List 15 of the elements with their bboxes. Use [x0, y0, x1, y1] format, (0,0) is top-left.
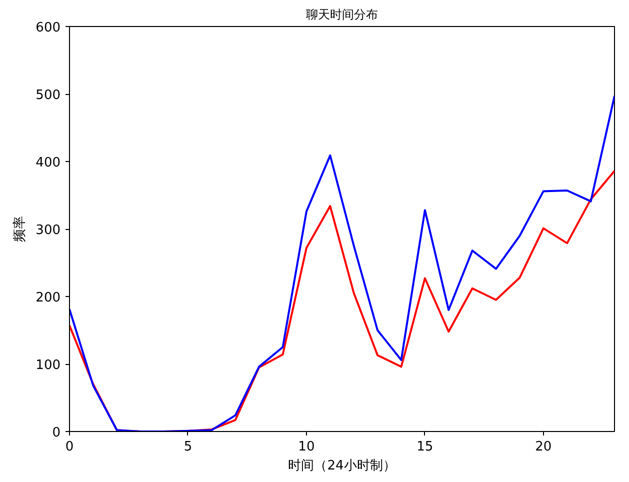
x-tick-label: 20: [535, 440, 552, 454]
x-tick-label: 10: [298, 440, 315, 454]
x-tick-label: 5: [184, 440, 192, 454]
x-tick-label: 0: [65, 440, 74, 454]
y-tick-label: 300: [36, 223, 61, 238]
y-tick-label: 0: [52, 426, 61, 440]
y-tick-label: 500: [36, 88, 61, 103]
y-tick-label: 600: [36, 20, 61, 36]
x-tick-label: 15: [416, 440, 434, 454]
y-axis-title: 频率: [12, 216, 28, 242]
x-axis-title: 时间（24小时制）: [288, 458, 396, 474]
chart-title: 聊天时间分布: [306, 8, 378, 22]
y-tick-label: 100: [36, 358, 61, 373]
y-tick-label: 200: [36, 290, 61, 306]
y-tick-label: 400: [36, 156, 61, 170]
